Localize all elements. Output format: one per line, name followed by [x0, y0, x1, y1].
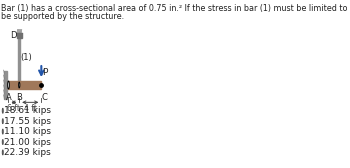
Text: 17.55 kips: 17.55 kips — [4, 117, 51, 126]
Circle shape — [8, 81, 9, 89]
Text: 11.10 kips: 11.10 kips — [4, 127, 51, 136]
Text: 4 ft: 4 ft — [24, 104, 37, 113]
Bar — [19, 38, 20, 80]
Bar — [17, 33, 22, 38]
Circle shape — [19, 82, 20, 88]
Text: P: P — [42, 68, 48, 77]
Circle shape — [2, 140, 4, 144]
Bar — [5, 71, 7, 99]
Circle shape — [2, 119, 4, 124]
Text: D: D — [10, 31, 16, 40]
Text: be supported by the structure.: be supported by the structure. — [1, 12, 124, 21]
Circle shape — [2, 108, 4, 113]
Text: (1): (1) — [20, 53, 32, 62]
Text: 18.61 kips: 18.61 kips — [4, 106, 51, 115]
Bar — [8, 80, 41, 89]
Circle shape — [2, 150, 4, 155]
Text: Bar (1) has a cross-sectional area of 0.75 in.² If the stress in bar (1) must be: Bar (1) has a cross-sectional area of 0.… — [1, 4, 350, 13]
Text: 21.00 kips: 21.00 kips — [4, 138, 51, 146]
Text: A: A — [6, 93, 11, 102]
Text: B: B — [16, 93, 22, 102]
Text: 6 ft: 6 ft — [7, 104, 20, 113]
Text: 22.39 kips: 22.39 kips — [4, 148, 51, 157]
Text: C: C — [42, 93, 48, 102]
Circle shape — [2, 129, 4, 134]
